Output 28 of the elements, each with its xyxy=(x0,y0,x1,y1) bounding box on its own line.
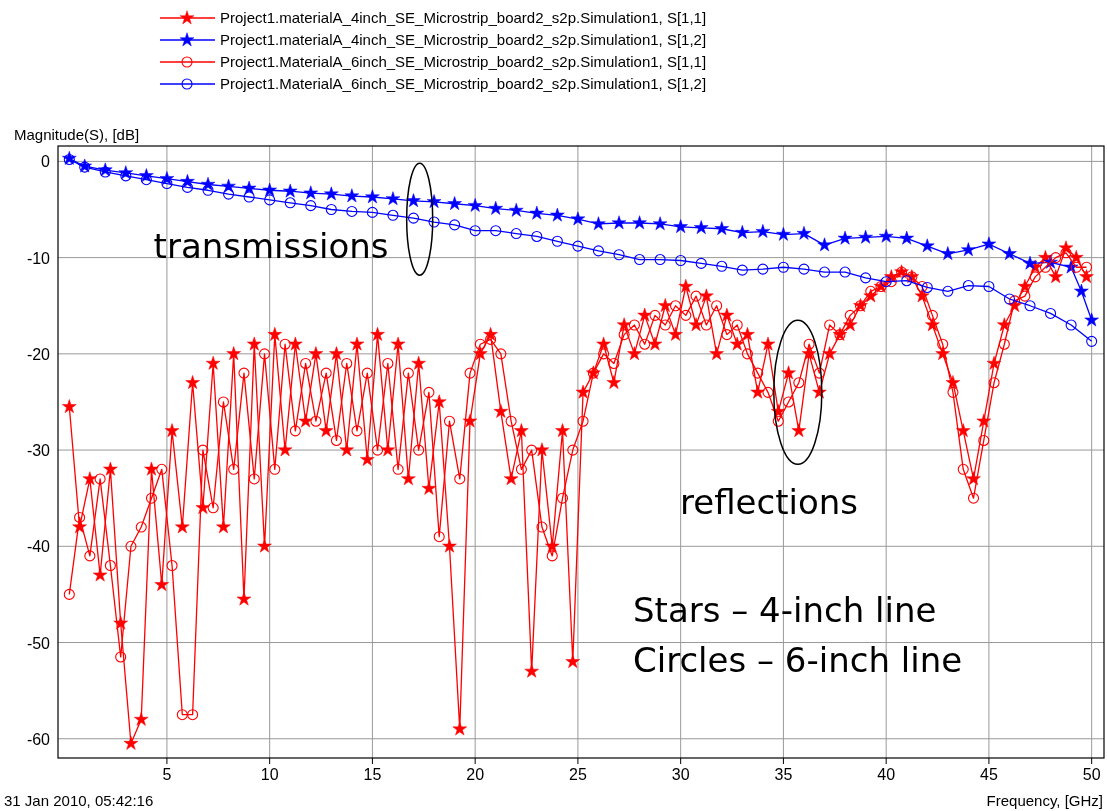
annotation: Stars – 4-inch line xyxy=(633,590,937,630)
annotation: reflections xyxy=(680,482,859,522)
x-tick-label: 30 xyxy=(671,766,690,783)
y-axis-title: Magnitude(S), [dB] xyxy=(14,126,140,143)
y-tick-label: -50 xyxy=(26,634,51,652)
x-tick-label: 15 xyxy=(363,766,382,783)
y-tick-label: -60 xyxy=(26,730,51,748)
y-tick-label: -30 xyxy=(26,442,51,460)
x-tick-label: 50 xyxy=(1082,766,1101,783)
y-tick-label: -10 xyxy=(26,249,51,267)
legend-label: Project1.MaterialA_6inch_SE_Microstrip_board2_s2p.Simulation1, S[1,2] xyxy=(220,75,707,92)
x-tick-label: 20 xyxy=(466,766,485,783)
legend-label: Project1.MaterialA_6inch_SE_Microstrip_board2_s2p.Simulation1, S[1,1] xyxy=(220,53,707,70)
x-tick-label: 25 xyxy=(569,766,587,783)
y-tick-label: -40 xyxy=(26,538,51,556)
x-tick-label: 45 xyxy=(980,766,998,783)
x-axis-title: Frequency, [GHz] xyxy=(986,792,1103,809)
x-tick-label: 35 xyxy=(774,766,793,783)
x-tick-label: 5 xyxy=(162,766,172,783)
y-tick-label: 0 xyxy=(41,153,51,171)
x-tick-label: 10 xyxy=(260,766,279,783)
annotation: Circles – 6-inch line xyxy=(633,640,963,680)
legend-label: Project1.materialA_4inch_SE_Microstrip_board2_s2p.Simulation1, S[1,1] xyxy=(220,9,707,26)
legend-label: Project1.materialA_4inch_SE_Microstrip_board2_s2p.Simulation1, S[1,2] xyxy=(220,31,707,48)
text: 31 Jan 2010, 05:42:16 xyxy=(4,792,154,809)
x-tick-label: 40 xyxy=(877,766,896,783)
y-tick-label: -20 xyxy=(26,345,51,363)
annotation: transmissions xyxy=(153,225,389,266)
